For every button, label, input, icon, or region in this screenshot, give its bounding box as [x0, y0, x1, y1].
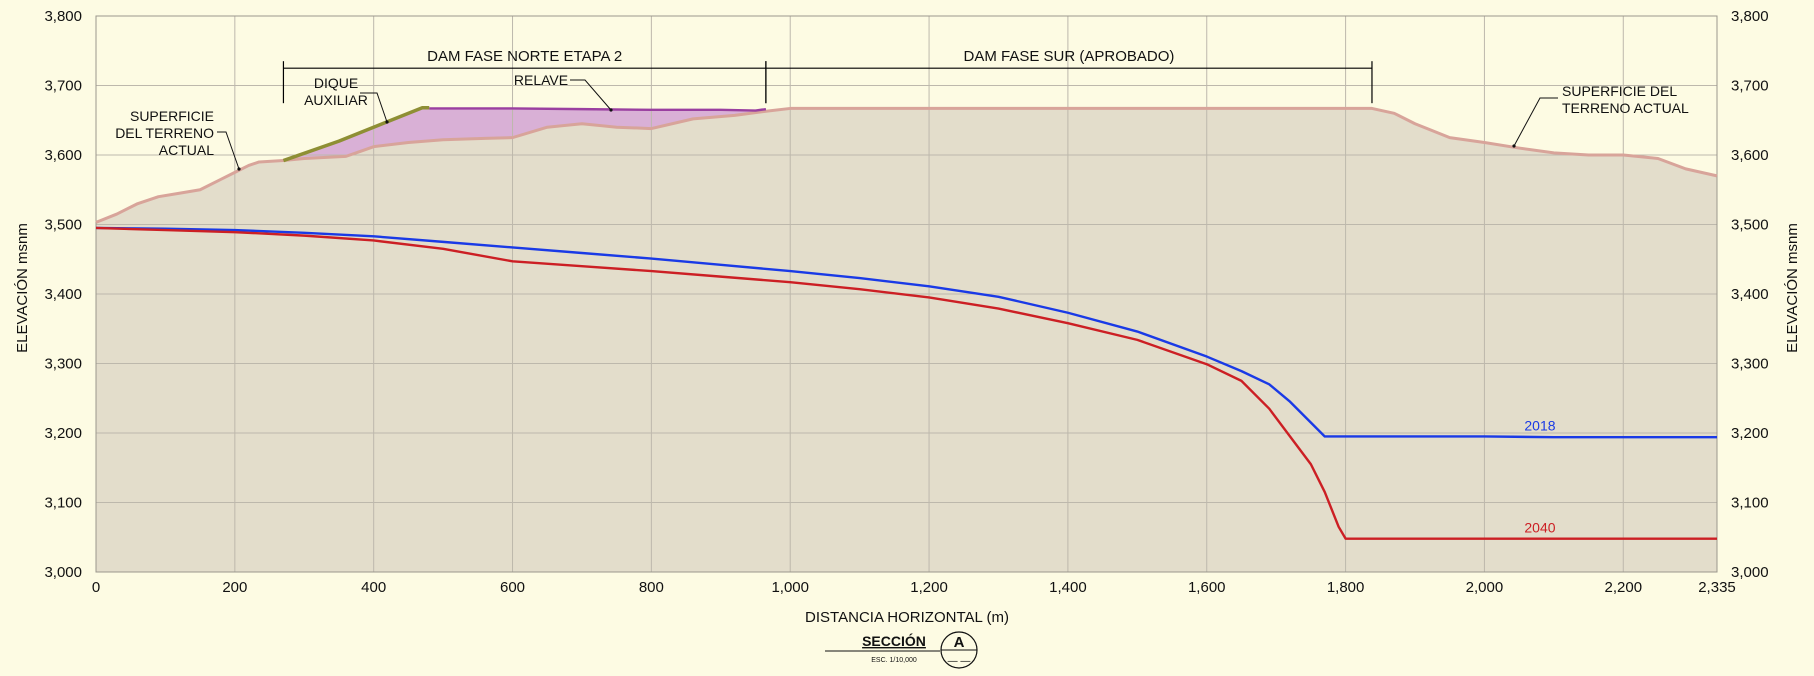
annotation-leader: [217, 131, 240, 170]
y-tick-label-left: 3,300: [44, 356, 82, 373]
terrain-line: [95, 106, 1718, 224]
x-tick-label: 600: [500, 579, 525, 596]
annotation-leader: [360, 92, 388, 123]
series-2018-label: 2018: [1524, 417, 1555, 433]
section-marker-dashes: — —: [948, 656, 971, 667]
x-tick-label: 2,335: [1698, 579, 1736, 596]
dimension-label: DAM FASE NORTE ETAPA 2: [427, 48, 622, 65]
tailings-top-line: [429, 107, 767, 112]
annotation-label: SUPERFICIE: [130, 108, 214, 124]
annotation-leader-tip: [237, 167, 241, 171]
y-tick-label-right: 3,200: [1731, 425, 1769, 442]
annotation-label: SUPERFICIE DEL: [1562, 83, 1677, 99]
y-axis-title-left: ELEVACIÓN msnm: [14, 223, 31, 353]
y-tick-label-left: 3,800: [44, 8, 82, 25]
x-tick-label: 1,400: [1049, 579, 1087, 596]
annotation-leader-tip: [385, 120, 389, 124]
y-tick-label-right: 3,400: [1731, 286, 1769, 303]
annotation-label: DEL TERRENO: [115, 125, 214, 141]
annotations: DAM FASE NORTE ETAPA 2 DAM FASE SUR (APRO…: [115, 48, 1689, 171]
y-tick-label-right: 3,000: [1731, 564, 1769, 581]
x-tick-label: 1,600: [1188, 579, 1226, 596]
annotation-label: AUXILIAR: [304, 92, 368, 108]
y-tick-label-left: 3,700: [44, 78, 82, 95]
dimension-label: DAM FASE SUR (APROBADO): [964, 48, 1175, 65]
annotation-leader-tip: [1512, 144, 1516, 148]
x-tick-label: 1,200: [910, 579, 948, 596]
y-tick-label-right: 3,800: [1731, 8, 1769, 25]
x-tick-label: 400: [361, 579, 386, 596]
tailings-fill: [283, 107, 766, 161]
annotation-leader-tip: [609, 108, 613, 112]
x-tick-label: 1,000: [771, 579, 809, 596]
x-axis-title: DISTANCIA HORIZONTAL (m): [805, 609, 1009, 626]
annotation-label: ACTUAL: [159, 142, 214, 158]
x-tick-label: 2,200: [1605, 579, 1643, 596]
series-2040-label: 2040: [1524, 520, 1555, 536]
y-tick-label-left: 3,600: [44, 147, 82, 164]
y-tick-label-right: 3,500: [1731, 217, 1769, 234]
scale-note: ESC. 1/10,000: [871, 657, 917, 664]
y-tick-label-left: 3,000: [44, 564, 82, 581]
x-tick-label: 800: [639, 579, 664, 596]
x-tick-label: 0: [92, 579, 100, 596]
series-2018-line: [95, 226, 1717, 439]
annotation-label: DIQUE: [314, 75, 358, 91]
y-tick-label-right: 3,300: [1731, 356, 1769, 373]
section-title-block: SECCIÓN ESC. 1/10,000 A — —: [825, 631, 978, 669]
annotation-label: RELAVE: [514, 72, 568, 88]
y-tick-label-left: 3,100: [44, 495, 82, 512]
y-axis-title-right: ELEVACIÓN msnm: [1784, 223, 1801, 353]
x-tick-label: 1,800: [1327, 579, 1365, 596]
annotation-leader: [570, 79, 612, 111]
y-tick-label-left: 3,200: [44, 425, 82, 442]
x-tick-label: 200: [222, 579, 247, 596]
plot-border: [95, 15, 1718, 573]
y-tick-label-right: 3,600: [1731, 147, 1769, 164]
tick-labels: 0 200 400 600 800 1,000 1,200 1,400 1,600 1,800 2,…: [44, 8, 1768, 596]
y-tick-label-right: 3,100: [1731, 495, 1769, 512]
series-lines: 2018 2040: [95, 105, 1718, 540]
y-tick-label-right: 3,700: [1731, 78, 1769, 95]
series-2040-line: [95, 226, 1717, 540]
y-tick-label-left: 3,500: [44, 217, 82, 234]
section-marker-letter: A: [954, 634, 965, 651]
section-title: SECCIÓN: [862, 632, 926, 649]
annotation-label: TERRENO ACTUAL: [1562, 100, 1689, 116]
x-tick-label: 2,000: [1466, 579, 1504, 596]
annotation-leader: [1513, 97, 1558, 147]
y-tick-label-left: 3,400: [44, 286, 82, 303]
